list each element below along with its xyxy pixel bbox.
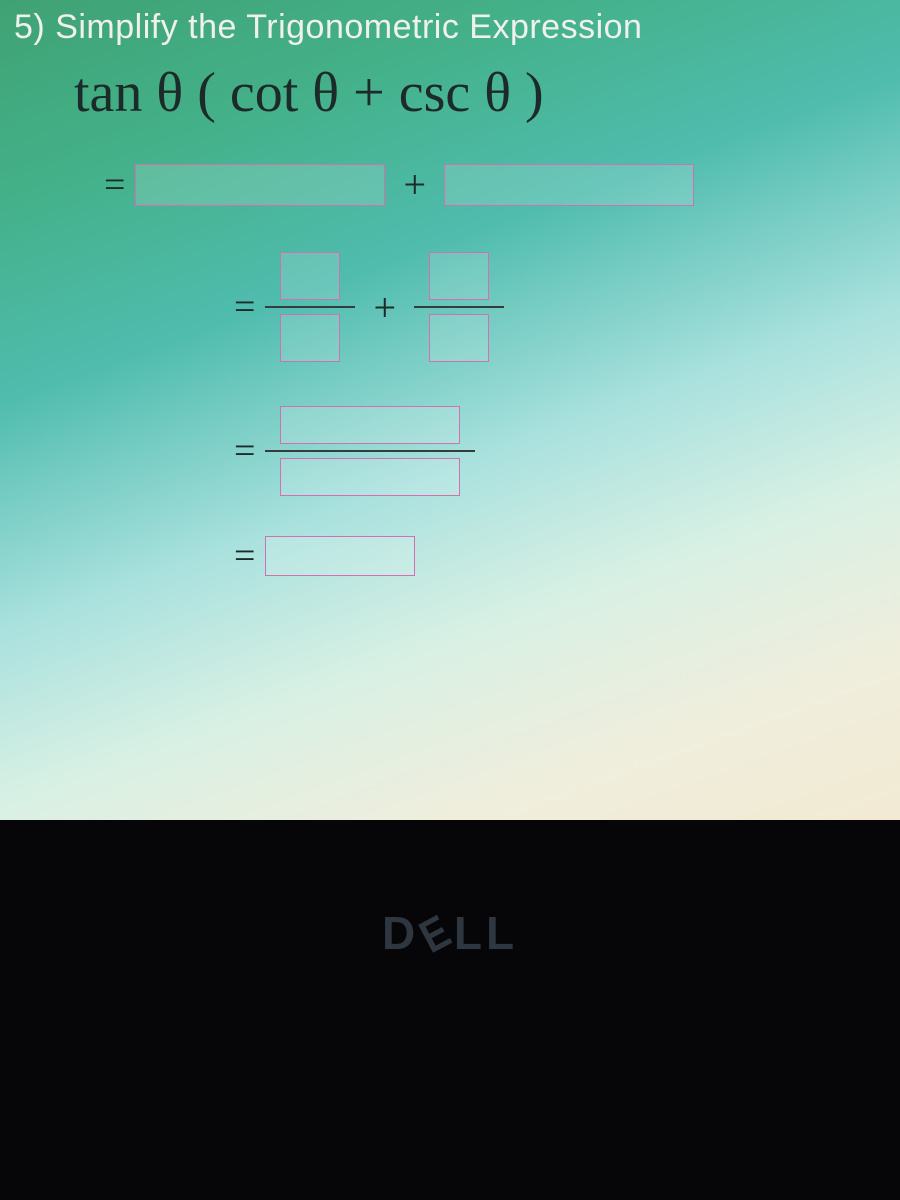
monitor-bezel: DELL <box>0 820 900 1200</box>
step3-den-input[interactable] <box>280 458 460 496</box>
step2-frac1-num-input[interactable] <box>280 252 340 300</box>
plus-sign: + <box>403 161 426 208</box>
step2-frac2 <box>414 252 504 362</box>
step2-frac1 <box>265 252 355 362</box>
fraction-line <box>265 306 355 308</box>
final-answer-input[interactable] <box>265 536 415 576</box>
step3-num-input[interactable] <box>280 406 460 444</box>
expression: tan θ ( cot θ + csc θ ) <box>74 61 886 125</box>
equals-sign: = <box>234 429 255 473</box>
equals-sign: = <box>234 534 255 578</box>
step-2-row: = + <box>224 252 886 362</box>
fraction-line <box>265 450 475 452</box>
worksheet-screen: 5) Simplify the Trigonometric Expression… <box>0 0 900 820</box>
step2-frac2-num-input[interactable] <box>429 252 489 300</box>
question-text: Simplify the Trigonometric Expression <box>55 8 642 46</box>
step-3-row: = <box>224 406 886 496</box>
step1-term2-input[interactable] <box>444 164 694 206</box>
question-number: 5) <box>14 8 45 46</box>
equals-sign: = <box>104 163 125 207</box>
equals-sign: = <box>234 285 255 329</box>
fraction-line <box>414 306 504 308</box>
step-4-row: = <box>224 534 886 578</box>
step-1-row: = + <box>94 161 886 208</box>
step1-term1-input[interactable] <box>135 164 385 206</box>
plus-sign: + <box>373 284 396 331</box>
question-prompt: 5) Simplify the Trigonometric Expression <box>14 8 886 47</box>
logo-part-ll: LL <box>454 907 518 959</box>
step3-frac <box>265 406 475 496</box>
dell-logo: DELL <box>382 906 518 960</box>
step2-frac2-den-input[interactable] <box>429 314 489 362</box>
step2-frac1-den-input[interactable] <box>280 314 340 362</box>
